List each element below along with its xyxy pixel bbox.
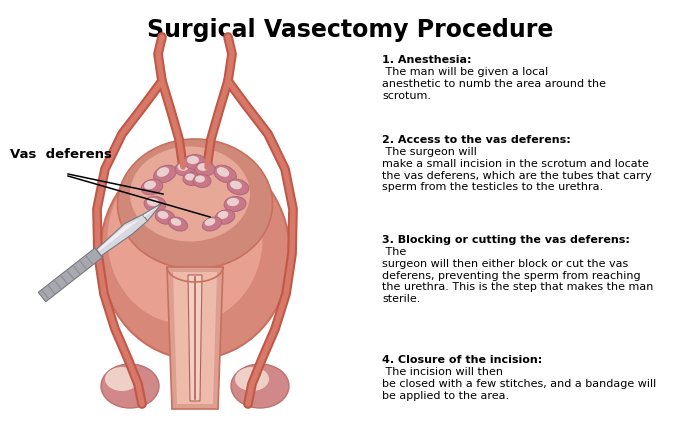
Text: 4. Closure of the incision:: 4. Closure of the incision:: [382, 354, 542, 364]
Text: Surgical Vasectomy Procedure: Surgical Vasectomy Procedure: [147, 18, 553, 42]
Ellipse shape: [158, 212, 169, 219]
Ellipse shape: [184, 155, 206, 170]
Ellipse shape: [155, 210, 175, 225]
Ellipse shape: [195, 176, 205, 183]
Ellipse shape: [185, 174, 195, 181]
Ellipse shape: [231, 364, 289, 408]
Ellipse shape: [130, 147, 250, 242]
Ellipse shape: [108, 155, 262, 324]
Text: 1. Anesthesia:: 1. Anesthesia:: [382, 55, 472, 65]
Ellipse shape: [147, 199, 159, 207]
Polygon shape: [97, 213, 150, 256]
Ellipse shape: [218, 212, 228, 219]
Polygon shape: [144, 207, 159, 217]
Ellipse shape: [197, 164, 209, 171]
Ellipse shape: [101, 364, 159, 408]
Bar: [38, 248, 102, 302]
Text: Vas  deferens: Vas deferens: [10, 148, 112, 161]
Ellipse shape: [178, 164, 188, 171]
Ellipse shape: [175, 163, 195, 177]
Ellipse shape: [227, 199, 239, 207]
Polygon shape: [99, 219, 141, 251]
Ellipse shape: [193, 175, 211, 188]
Ellipse shape: [204, 219, 216, 226]
Ellipse shape: [168, 218, 188, 231]
Text: The
surgeon will then either block or cut the vas
deferens, preventing the sperm: The surgeon will then either block or cu…: [382, 247, 653, 303]
Ellipse shape: [144, 181, 156, 190]
Ellipse shape: [187, 156, 199, 165]
Ellipse shape: [171, 219, 181, 226]
Ellipse shape: [202, 218, 222, 231]
Ellipse shape: [224, 197, 246, 212]
Ellipse shape: [141, 180, 163, 196]
Ellipse shape: [214, 166, 237, 184]
Polygon shape: [188, 275, 202, 401]
Ellipse shape: [118, 140, 272, 269]
Ellipse shape: [195, 163, 215, 177]
Ellipse shape: [105, 367, 139, 391]
Ellipse shape: [100, 150, 290, 359]
Ellipse shape: [217, 168, 230, 178]
Ellipse shape: [157, 168, 169, 178]
Polygon shape: [173, 272, 217, 404]
Ellipse shape: [153, 166, 176, 184]
Polygon shape: [167, 268, 223, 409]
Ellipse shape: [215, 210, 235, 225]
Ellipse shape: [228, 180, 248, 196]
Polygon shape: [143, 204, 162, 222]
Ellipse shape: [235, 367, 269, 391]
Text: The incision will then
be closed with a few stitches, and a bandage will
be appl: The incision will then be closed with a …: [382, 366, 657, 400]
Text: The surgeon will
make a small incision in the scrotum and locate
the vas deferen: The surgeon will make a small incision i…: [382, 147, 652, 192]
Text: The man will be given a local
anesthetic to numb the area around the
scrotum.: The man will be given a local anesthetic…: [382, 67, 606, 101]
Text: 2. Access to the vas deferens:: 2. Access to the vas deferens:: [382, 135, 570, 145]
Ellipse shape: [230, 181, 242, 190]
Ellipse shape: [144, 197, 166, 212]
Text: 3. Blocking or cutting the vas deferens:: 3. Blocking or cutting the vas deferens:: [382, 234, 630, 245]
Ellipse shape: [183, 173, 201, 186]
